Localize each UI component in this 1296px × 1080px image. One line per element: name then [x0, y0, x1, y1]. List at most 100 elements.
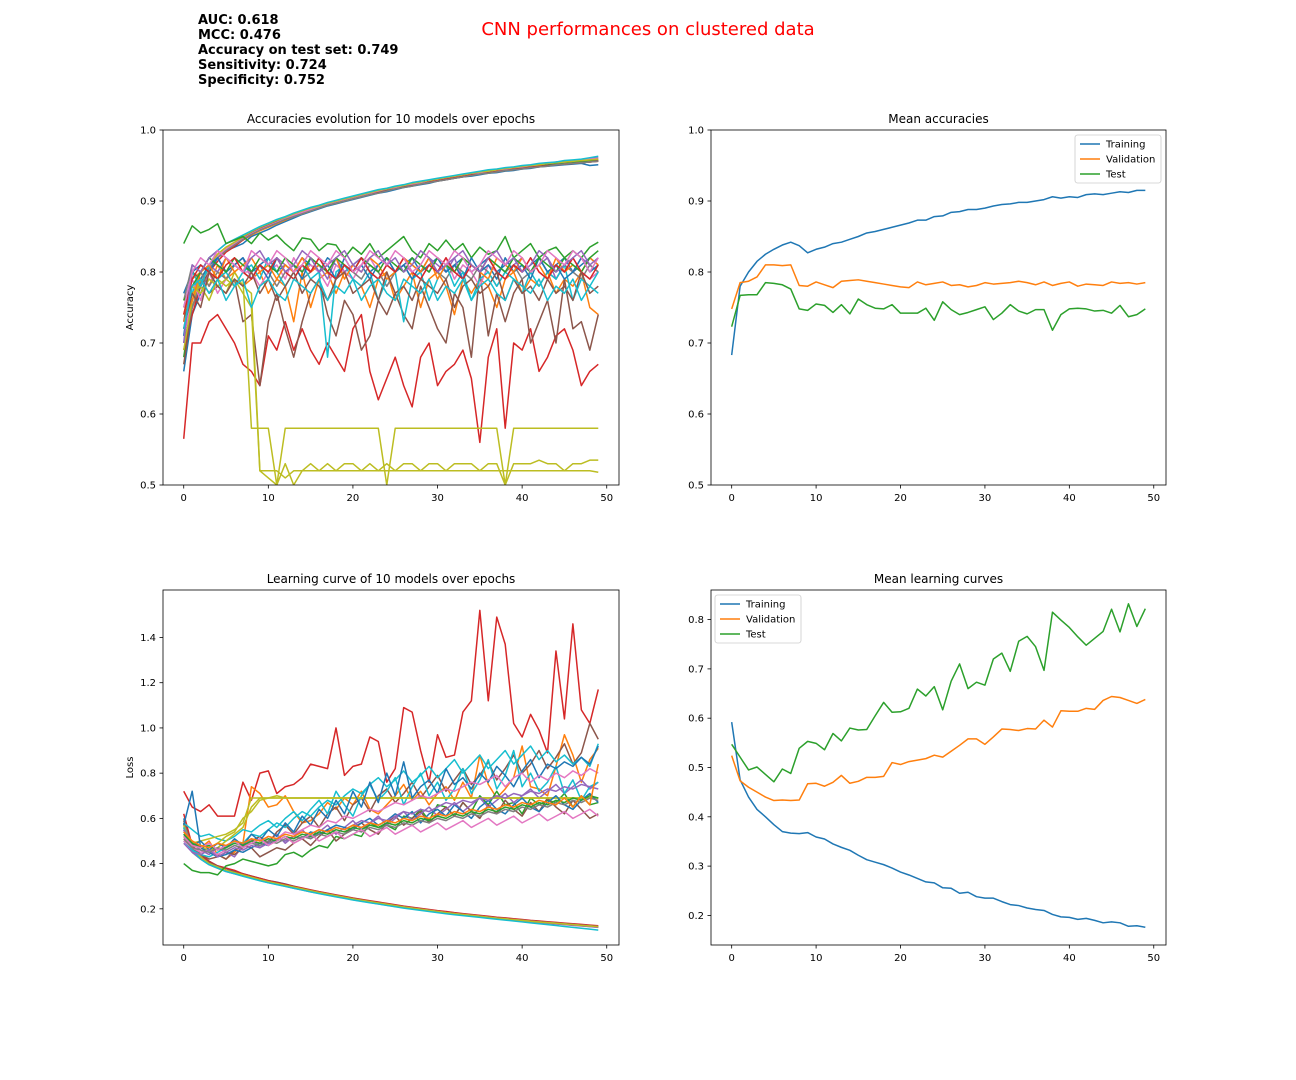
series-line-3 [730, 281, 1146, 331]
y-tick-label: 0.5 [688, 481, 704, 492]
series-line-28 [183, 808, 599, 851]
y-tick-label: 0.8 [140, 769, 156, 780]
y-tick-label: 0.6 [140, 814, 156, 825]
x-tick-label: 10 [262, 953, 275, 964]
metric-accuracy: Accuracy on test set: 0.749 [198, 43, 399, 58]
y-tick-label: 0.9 [688, 197, 704, 208]
series-line-25 [183, 783, 599, 858]
legend: Training Validation Test [1074, 134, 1162, 184]
series-line-21 [183, 271, 599, 485]
axes-frame [710, 129, 1167, 486]
series-line-30 [182, 278, 599, 329]
y-tick-label: 0.4 [140, 859, 156, 870]
y-tick-label: 0.6 [688, 410, 704, 421]
chart-acc-mean: 0 10 20 30 40 50 0.5 0.6 0.7 0.8 0.9 1.0 Mean accura… [688, 112, 1167, 504]
series-line-6 [183, 820, 599, 928]
x-tick-label: 50 [1147, 953, 1160, 964]
x-tick-label: 0 [728, 953, 734, 964]
legend-label: Validation [1106, 155, 1155, 166]
y-tick-label: 1.0 [140, 126, 156, 137]
metric-auc: AUC: 0.618 [198, 13, 279, 28]
x-tick-label: 50 [1147, 493, 1160, 504]
series-group [182, 155, 599, 485]
axes-title: Mean accuracies [888, 112, 989, 126]
x-tick-label: 30 [979, 493, 992, 504]
series-line-28 [182, 249, 599, 344]
series-group [183, 609, 600, 931]
series-line-20 [183, 278, 599, 479]
y-tick-label: 0.5 [140, 481, 156, 492]
series-line-21 [183, 797, 599, 849]
y-tick-label: 0.8 [688, 615, 704, 626]
x-tick-label: 30 [431, 953, 444, 964]
series-line-1 [183, 818, 599, 928]
series-line-27 [183, 797, 599, 854]
series-line-13 [183, 790, 599, 876]
axes-title: Mean learning curves [874, 572, 1003, 586]
series-line-26 [183, 795, 599, 851]
series-line-2 [730, 264, 1146, 310]
y-tick-label: 1.2 [140, 678, 156, 689]
series-line-22 [183, 745, 599, 851]
series-line-1 [730, 722, 1146, 928]
y-tick-label: 0.2 [140, 904, 156, 915]
y-tick-label: 0.7 [688, 664, 704, 675]
y-tick-label: 0.7 [688, 339, 704, 350]
chart-acc-models: 0 10 20 30 40 50 0.5 0.6 0.7 0.8 0.9 1.0 Accuracies … [125, 112, 620, 504]
series-line-29 [183, 249, 599, 308]
x-tick-label: 20 [347, 493, 360, 504]
legend-box [1074, 134, 1162, 184]
y-tick-label: 0.5 [688, 763, 704, 774]
x-tick-label: 10 [262, 493, 275, 504]
series-line-8 [183, 160, 599, 344]
chart-loss-models: 0 10 20 30 40 50 0.2 0.4 0.6 0.8 1.0 1.2 1.4 Learning… [125, 572, 620, 964]
series-line-19 [183, 278, 599, 485]
chart-loss-mean: 0 10 20 30 40 50 0.2 0.3 0.4 0.5 0.6 0.7 0.8 Mean lea… [688, 572, 1167, 964]
series-line-9 [183, 824, 599, 928]
series-line-3 [731, 603, 1146, 783]
figure-title: CNN performances on clustered data [481, 19, 815, 40]
legend: Training Validation Test [714, 594, 802, 644]
y-tick-label: 1.0 [140, 723, 156, 734]
x-tick-label: 50 [600, 493, 613, 504]
y-tick-label: 0.8 [140, 268, 156, 279]
y-tick-label: 0.2 [688, 911, 704, 922]
axes-title: Accuracies evolution for 10 models over … [247, 112, 535, 126]
y-tick-label: 0.9 [140, 197, 156, 208]
metric-sensitivity: Sensitivity: 0.724 [198, 58, 327, 73]
series-line-2 [730, 695, 1146, 802]
series-line-29 [183, 763, 600, 849]
x-tick-label: 30 [979, 953, 992, 964]
metric-mcc: MCC: 0.476 [198, 28, 281, 43]
x-tick-label: 40 [516, 493, 529, 504]
x-tick-label: 40 [1063, 493, 1076, 504]
legend-box [714, 594, 802, 644]
y-axis-label: Loss [125, 757, 136, 779]
y-tick-label: 0.3 [688, 862, 704, 873]
axes-frame [162, 129, 620, 486]
y-tick-label: 1.0 [688, 126, 704, 137]
x-tick-label: 20 [347, 953, 360, 964]
series-group [730, 189, 1146, 356]
x-tick-label: 40 [1063, 953, 1076, 964]
series-line-12 [183, 264, 599, 323]
series-group [730, 603, 1146, 928]
metric-specificity: Specificity: 0.752 [198, 73, 325, 88]
axes-frame [162, 589, 620, 946]
legend-label: Test [745, 630, 766, 641]
x-tick-label: 0 [181, 493, 187, 504]
metrics-block: AUC: 0.618 MCC: 0.476 Accuracy on test s… [198, 13, 398, 88]
x-tick-label: 20 [894, 953, 907, 964]
x-tick-label: 40 [516, 953, 529, 964]
y-tick-label: 0.6 [140, 410, 156, 421]
series-line-11 [183, 609, 599, 817]
series-line-1 [730, 189, 1146, 356]
x-tick-label: 0 [181, 953, 187, 964]
legend-label: Training [745, 600, 785, 611]
y-tick-label: 0.8 [688, 268, 704, 279]
legend-label: Validation [746, 615, 795, 626]
series-line-10 [183, 155, 599, 322]
x-tick-label: 0 [728, 493, 734, 504]
x-tick-label: 10 [810, 493, 823, 504]
x-tick-label: 10 [810, 953, 823, 964]
